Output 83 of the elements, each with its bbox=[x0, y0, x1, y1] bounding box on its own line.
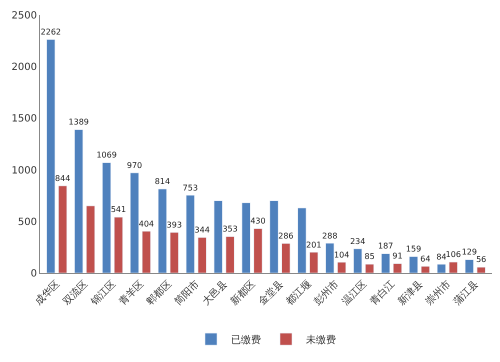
bar bbox=[186, 195, 195, 273]
bar bbox=[448, 262, 458, 273]
bar bbox=[254, 228, 262, 273]
bar bbox=[86, 206, 95, 273]
data-label: 404 bbox=[138, 219, 154, 228]
data-label: 85 bbox=[364, 252, 375, 262]
data-label: 286 bbox=[278, 231, 294, 240]
bar bbox=[409, 256, 418, 273]
data-label: 393 bbox=[166, 220, 182, 230]
bar bbox=[437, 264, 446, 273]
y-tick-label: 2500 bbox=[12, 10, 37, 22]
data-label: 541 bbox=[110, 205, 126, 214]
bar bbox=[242, 202, 251, 273]
x-tick-label: 青白江 bbox=[368, 278, 398, 308]
bar bbox=[393, 263, 402, 273]
y-tick-label: 2000 bbox=[12, 62, 37, 74]
x-tick-label: 崇州市 bbox=[423, 278, 454, 308]
x-tick-label: 金堂县 bbox=[256, 278, 286, 308]
x-tick-label: 新津县 bbox=[395, 278, 426, 308]
x-tick-label: 彭州市 bbox=[312, 278, 342, 308]
y-tick-label: 1000 bbox=[12, 165, 37, 176]
bar bbox=[158, 188, 167, 273]
x-tick-label: 大邑县 bbox=[200, 278, 230, 308]
data-label: 84 bbox=[436, 252, 447, 262]
bar bbox=[46, 39, 56, 273]
data-label: 104 bbox=[334, 250, 350, 260]
bar bbox=[74, 129, 84, 273]
x-tick-label: 蒲江县 bbox=[451, 278, 481, 308]
data-label: 288 bbox=[322, 231, 338, 240]
bar bbox=[142, 231, 151, 273]
x-tick-label: 新都区 bbox=[228, 278, 258, 308]
bar bbox=[325, 243, 334, 273]
data-label: 1069 bbox=[96, 150, 117, 160]
bar bbox=[270, 200, 278, 273]
bar bbox=[298, 208, 306, 273]
bar bbox=[130, 172, 139, 273]
legend-label: 未缴费 bbox=[306, 334, 336, 346]
bar bbox=[170, 232, 179, 273]
data-label: 430 bbox=[250, 216, 266, 226]
data-label: 353 bbox=[222, 224, 238, 234]
data-label: 56 bbox=[476, 255, 486, 264]
x-tick-label: 锦江区 bbox=[88, 278, 118, 309]
y-tick-label: 1500 bbox=[12, 114, 37, 125]
data-label: 234 bbox=[350, 236, 366, 246]
bar bbox=[476, 266, 486, 273]
bar bbox=[464, 259, 474, 273]
x-tick-label: 成华区 bbox=[32, 278, 62, 308]
x-tick-label: 郫都区 bbox=[144, 278, 174, 308]
x-tick-label: 温江区 bbox=[340, 278, 370, 308]
data-label: 187 bbox=[378, 242, 394, 251]
data-label: 129 bbox=[462, 248, 477, 257]
data-label: 844 bbox=[55, 174, 70, 183]
bar bbox=[365, 264, 374, 273]
x-tick-label: 简阳市 bbox=[172, 278, 202, 308]
bar bbox=[353, 248, 362, 273]
bar bbox=[214, 200, 223, 273]
bar bbox=[198, 237, 207, 273]
data-label: 2262 bbox=[40, 28, 61, 37]
data-label: 970 bbox=[126, 160, 142, 170]
data-label: 64 bbox=[420, 254, 430, 264]
data-label: 201 bbox=[306, 240, 322, 250]
bar bbox=[337, 262, 346, 273]
data-label: 753 bbox=[182, 183, 198, 192]
data-label: 91 bbox=[392, 252, 403, 261]
y-tick-label: 0 bbox=[30, 268, 37, 280]
bar bbox=[381, 253, 390, 273]
x-tick-label: 双流区 bbox=[60, 278, 90, 308]
legend-label: 已缴费 bbox=[231, 334, 261, 346]
data-label: 159 bbox=[406, 244, 422, 254]
bar bbox=[420, 266, 430, 273]
y-tick-label: 500 bbox=[18, 216, 37, 228]
bar bbox=[102, 162, 112, 273]
data-label: 1389 bbox=[68, 118, 89, 127]
bar bbox=[114, 216, 123, 273]
data-label: 106 bbox=[446, 250, 461, 260]
bar bbox=[58, 186, 68, 273]
x-tick-label: 都江堰 bbox=[284, 278, 314, 308]
data-label: 344 bbox=[194, 226, 210, 234]
x-tick-label: 青羊区 bbox=[116, 278, 146, 308]
bar bbox=[309, 252, 318, 273]
bar bbox=[281, 243, 290, 273]
data-label: 814 bbox=[154, 177, 170, 186]
bar bbox=[226, 236, 234, 273]
